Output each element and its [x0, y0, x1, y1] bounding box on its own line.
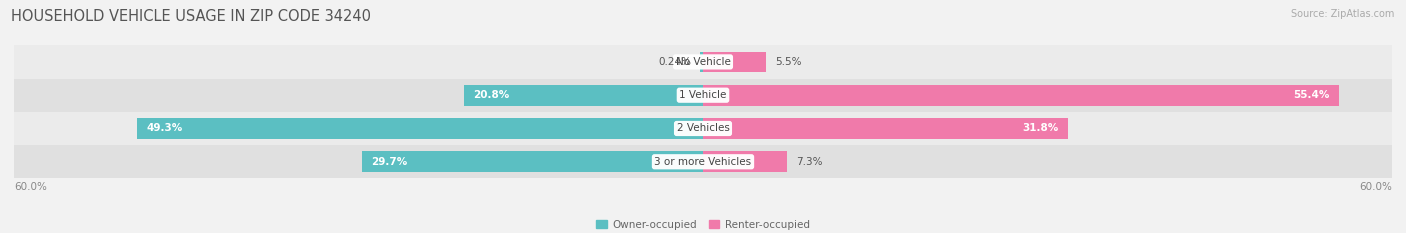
Bar — [361, 151, 703, 172]
Text: 1 Vehicle: 1 Vehicle — [679, 90, 727, 100]
Bar — [703, 51, 766, 72]
Text: 7.3%: 7.3% — [796, 157, 823, 167]
Bar — [464, 85, 703, 106]
Bar — [703, 151, 787, 172]
Bar — [14, 79, 1392, 112]
Text: 29.7%: 29.7% — [371, 157, 408, 167]
Text: 0.24%: 0.24% — [658, 57, 692, 67]
Text: No Vehicle: No Vehicle — [675, 57, 731, 67]
Text: 5.5%: 5.5% — [775, 57, 801, 67]
Text: Source: ZipAtlas.com: Source: ZipAtlas.com — [1291, 9, 1395, 19]
Bar — [14, 112, 1392, 145]
Text: 60.0%: 60.0% — [14, 182, 46, 192]
Bar — [136, 118, 703, 139]
Text: 20.8%: 20.8% — [474, 90, 509, 100]
Text: 49.3%: 49.3% — [146, 123, 183, 134]
Text: HOUSEHOLD VEHICLE USAGE IN ZIP CODE 34240: HOUSEHOLD VEHICLE USAGE IN ZIP CODE 3424… — [11, 9, 371, 24]
Text: 2 Vehicles: 2 Vehicles — [676, 123, 730, 134]
Text: 55.4%: 55.4% — [1294, 90, 1330, 100]
Bar — [14, 145, 1392, 178]
Legend: Owner-occupied, Renter-occupied: Owner-occupied, Renter-occupied — [596, 220, 810, 230]
Bar — [700, 51, 703, 72]
Text: 60.0%: 60.0% — [1360, 182, 1392, 192]
Text: 31.8%: 31.8% — [1022, 123, 1059, 134]
Bar — [14, 45, 1392, 79]
Bar — [703, 85, 1339, 106]
Text: 3 or more Vehicles: 3 or more Vehicles — [654, 157, 752, 167]
Bar — [703, 118, 1069, 139]
